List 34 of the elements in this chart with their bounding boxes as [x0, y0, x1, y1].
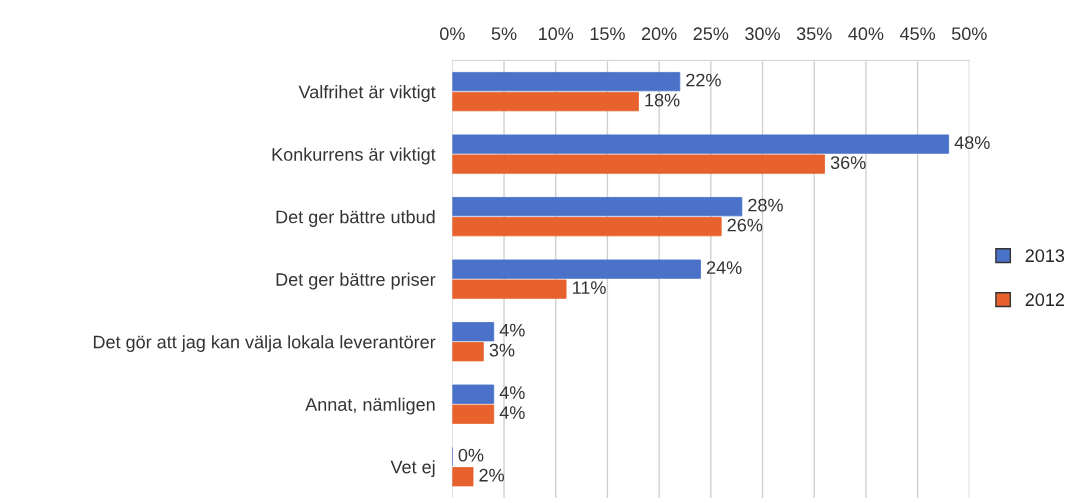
- x-tick-label: 0%: [440, 27, 465, 41]
- y-tick-label: Valfrihet är viktigt: [298, 85, 436, 102]
- data-label: 26%: [727, 218, 763, 232]
- x-tick-label: 25%: [693, 27, 729, 41]
- x-tick-label: 5%: [491, 27, 517, 41]
- legend-label: 2012: [1025, 293, 1065, 307]
- data-label: 4%: [499, 323, 525, 337]
- y-tick-label: Det ger bättre utbud: [276, 210, 435, 227]
- data-label: 22%: [686, 73, 721, 87]
- data-label: 4%: [499, 406, 525, 419]
- data-label: 48%: [954, 136, 990, 149]
- x-tick-label: 50%: [951, 27, 987, 41]
- data-label: 4%: [499, 386, 525, 399]
- data-label: 0%: [458, 448, 484, 462]
- x-tick-label: 45%: [899, 27, 936, 41]
- x-tick-label: 40%: [848, 27, 884, 41]
- x-tick-label: 15%: [590, 27, 625, 41]
- y-tick-label: Det gör att jag kan välja lokala leverantörer: [93, 335, 436, 352]
- x-tick-label: 20%: [641, 27, 677, 41]
- x-tick-label: 30%: [745, 27, 780, 41]
- x-tick-label: 10%: [539, 27, 574, 41]
- x-tick-label: 35%: [796, 27, 832, 41]
- y-tick-label: Det ger bättre priser: [276, 272, 436, 290]
- y-tick-label: Konkurrens är viktigt: [272, 147, 436, 165]
- data-label: 28%: [748, 198, 783, 212]
- data-label: 2%: [479, 468, 505, 482]
- data-label: 24%: [706, 261, 742, 274]
- y-tick-label: Annat, nämligen: [305, 397, 435, 415]
- data-label: 36%: [830, 156, 866, 169]
- legend-label: 2013: [1025, 249, 1065, 263]
- y-tick-label: Vet ej: [390, 460, 435, 477]
- data-label: 11%: [573, 281, 606, 294]
- data-label: 18%: [645, 93, 680, 107]
- data-label: 3%: [489, 343, 515, 357]
